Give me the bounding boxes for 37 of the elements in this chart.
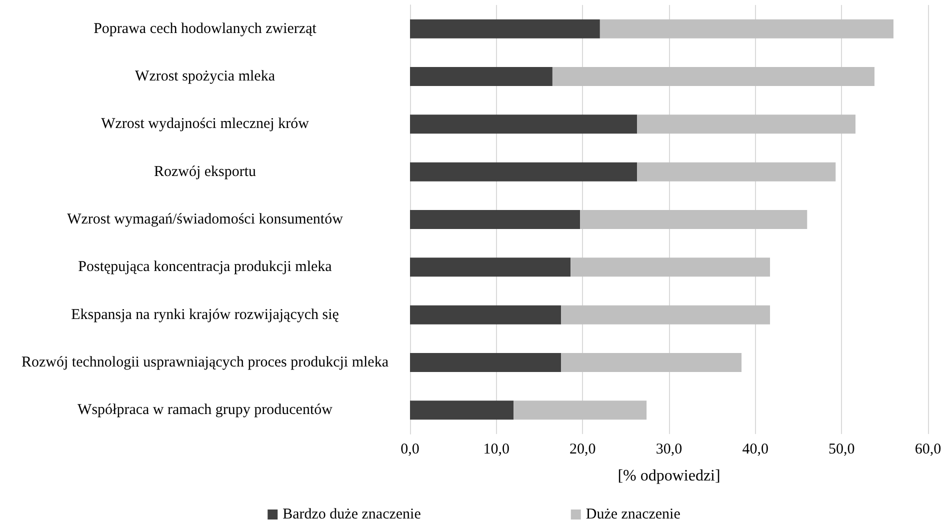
x-tick-label: 30,0 xyxy=(656,442,682,458)
bar xyxy=(570,258,770,277)
bar xyxy=(410,114,638,134)
legend-label: Bardzo duże znaczenie xyxy=(282,506,422,522)
bar xyxy=(637,162,836,182)
bar xyxy=(410,305,562,324)
x-tick-label: 40,0 xyxy=(742,442,768,458)
legend-label: Duże znaczenie xyxy=(586,506,681,522)
bar xyxy=(410,400,514,420)
bar xyxy=(552,67,874,86)
x-tick-label: 10,0 xyxy=(483,442,510,458)
bar xyxy=(561,305,770,324)
x-tick-label: 60,0 xyxy=(914,442,942,458)
bar xyxy=(580,210,808,229)
bar xyxy=(410,353,562,372)
bar xyxy=(410,67,552,86)
bar xyxy=(410,210,580,229)
y-tick-label: Ekspansja na rynki krajów rozwijających się xyxy=(71,306,340,323)
y-tick-label: Rozwój technologii usprawniających proces produkcji mleka xyxy=(22,354,389,370)
y-tick-label: Wzrost wymagań/świadomości konsumentów xyxy=(67,212,344,228)
bar xyxy=(410,162,638,182)
x-axis-title: [% odpowiedzi] xyxy=(618,468,720,484)
x-tick-label: 20,0 xyxy=(570,442,596,458)
bar xyxy=(410,19,600,38)
bar xyxy=(637,114,856,134)
x-tick-label: 50,0 xyxy=(828,442,855,458)
y-tick-label: Wzrost spożycia mleka xyxy=(135,68,276,84)
y-tick-label: Poprawa cech hodowlanych zwierząt xyxy=(94,20,318,37)
y-tick-label: Wzrost wydajności mlecznej krów xyxy=(101,116,310,132)
y-tick-label: Postępująca koncentracja produkcji mleka xyxy=(78,259,332,276)
x-tick-label: 0,0 xyxy=(400,442,420,458)
y-tick-label: Współpraca w ramach grupy producentów xyxy=(78,402,333,418)
bar xyxy=(410,258,571,277)
y-tick-label: Rozwój eksportu xyxy=(154,164,257,180)
bar xyxy=(514,400,647,420)
bar xyxy=(600,19,894,38)
bar xyxy=(561,353,742,372)
